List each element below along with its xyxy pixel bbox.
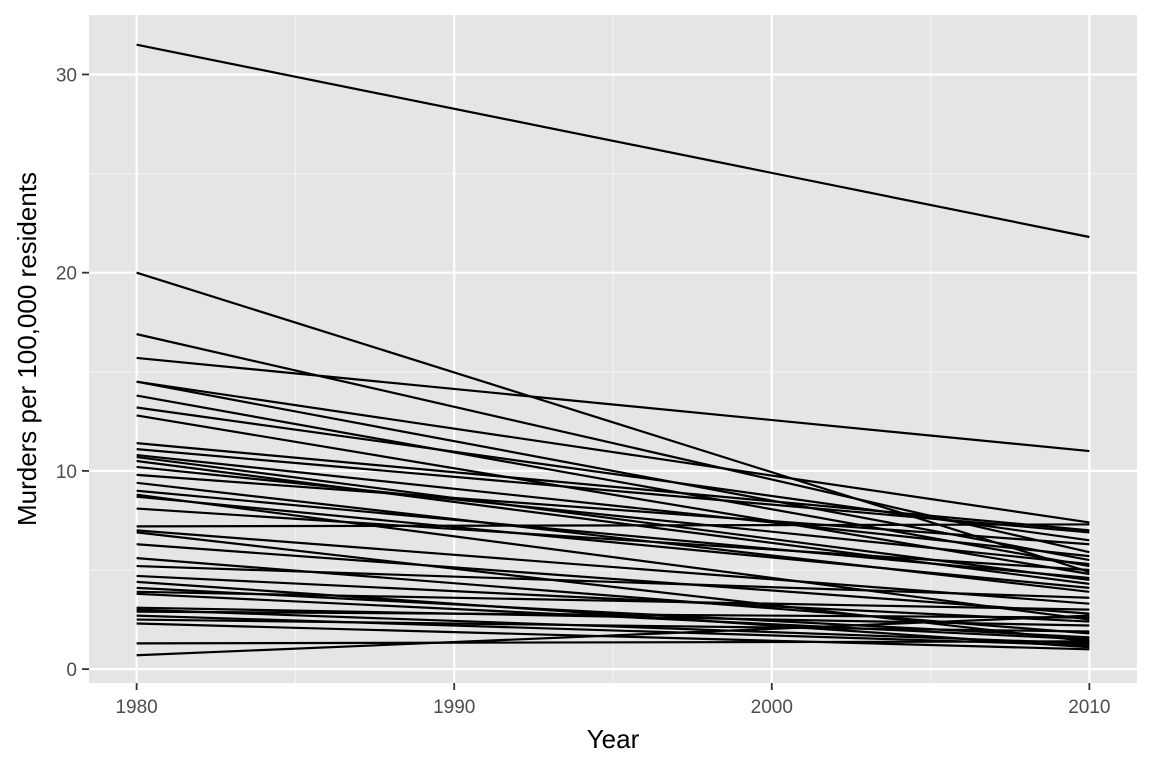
- series-line-19: [136, 493, 1090, 621]
- y-axis: 0 10 20 30: [56, 65, 89, 681]
- y-tick-label: 0: [66, 660, 77, 681]
- series-line-40: [136, 614, 1090, 657]
- y-tick-label: 30: [56, 65, 77, 86]
- series-lines: [136, 43, 1090, 657]
- series-line-20: [136, 495, 1090, 589]
- series-line-6: [136, 380, 1090, 562]
- series-line-28: [136, 574, 1090, 623]
- x-tick-label: 2000: [751, 697, 793, 718]
- series-line-12: [136, 453, 1090, 558]
- y-axis-title: Murders per 100,000 residents: [12, 172, 42, 526]
- x-axis: 1980 1990 2000 2010: [115, 683, 1111, 718]
- series-line-1: [136, 43, 1090, 239]
- x-tick-label: 2010: [1068, 697, 1110, 718]
- x-tick-label: 1990: [433, 697, 475, 718]
- x-tick-label: 1980: [115, 697, 157, 718]
- series-line-37: [136, 618, 1090, 633]
- series-line-4: [136, 356, 1090, 453]
- series-line-11: [136, 448, 1090, 534]
- series-line-7: [136, 394, 1090, 568]
- y-tick-label: 10: [56, 462, 77, 483]
- series-line-5: [136, 380, 1090, 524]
- x-axis-title: Year: [587, 724, 640, 754]
- series-line-18: [136, 489, 1090, 580]
- y-tick-label: 20: [56, 264, 77, 285]
- series-line-16: [136, 473, 1090, 546]
- series-line-15: [136, 465, 1090, 566]
- series-line-35: [136, 610, 1090, 619]
- series-line-31: [136, 590, 1090, 611]
- series-line-25: [136, 543, 1090, 615]
- series-line-22: [136, 523, 1090, 528]
- series-line-10: [136, 442, 1090, 532]
- series-line-27: [136, 564, 1090, 599]
- series-line-21: [136, 507, 1090, 572]
- series-line-39: [136, 640, 1090, 645]
- series-line-2: [136, 271, 1090, 574]
